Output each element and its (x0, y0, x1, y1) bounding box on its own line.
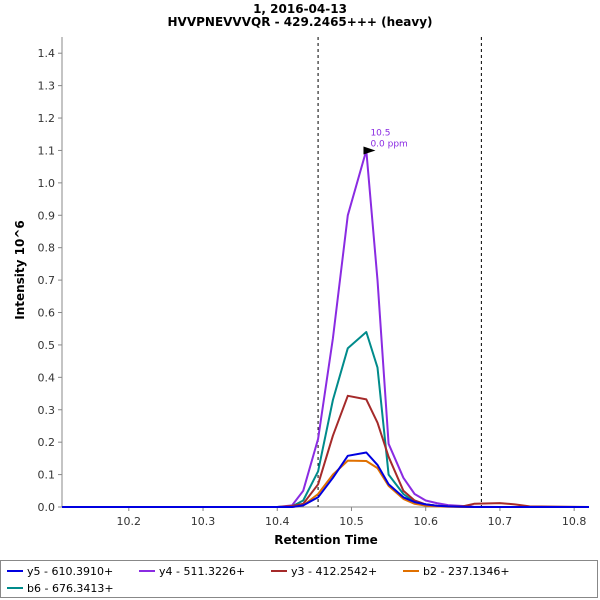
y-tick-label: 0.6 (38, 307, 56, 320)
integration-boundaries (317, 37, 482, 507)
y-axis: 0.0 0.1 0.2 0.3 0.4 0.5 0.6 0.7 0.8 0.9 1.0 1.1 1.2 1… (38, 47, 62, 514)
y-tick-label: 0.2 (38, 436, 56, 449)
y-tick-label: 1.3 (38, 80, 56, 93)
y-tick-label: 0.1 (38, 469, 56, 482)
legend-item: b2 - 237.1346+ (403, 564, 510, 578)
series-lines (62, 149, 590, 508)
plot-background (62, 37, 589, 507)
y-tick-label: 0.7 (38, 274, 56, 287)
chromatogram-chart: 1, 2016-04-13 HVVPNEVVVQR - 429.2465+++ … (13, 2, 590, 547)
y-tick-label: 1.0 (38, 177, 56, 190)
legend-label: b6 - 676.3413+ (27, 581, 114, 595)
legend-label: y3 - 412.2542+ (291, 564, 378, 578)
annotation-ppm: 0.0 ppm (370, 139, 407, 149)
legend-label: b2 - 237.1346+ (423, 564, 510, 578)
legend-swatch (403, 570, 419, 572)
y-tick-label: 1.1 (38, 144, 56, 157)
x-axis: 10.2 10.3 10.4 10.5 10.6 10.7 10.8 (117, 507, 587, 528)
legend-swatch (7, 587, 23, 589)
y-tick-label: 0.8 (38, 242, 56, 255)
series-line (62, 451, 589, 508)
chart-title: 1, 2016-04-13 (253, 2, 347, 16)
y-axis-label: Intensity 10^6 (13, 220, 27, 320)
y-tick-label: 0.0 (38, 501, 56, 514)
peak-annotation: 10.50.0 ppm (363, 128, 408, 155)
chart-subtitle: HVVPNEVVVQR - 429.2465+++ (heavy) (167, 15, 432, 29)
x-tick-label: 10.5 (339, 515, 364, 528)
y-tick-label: 0.4 (38, 371, 56, 384)
x-axis-label: Retention Time (274, 533, 378, 547)
peak-marker-icon (363, 146, 376, 155)
y-tick-label: 0.3 (38, 404, 56, 417)
y-tick-label: 1.2 (38, 112, 56, 125)
legend-swatch (139, 570, 155, 572)
legend-swatch (7, 570, 23, 572)
legend-label: y4 - 511.3226+ (159, 564, 246, 578)
plot-area (61, 37, 589, 508)
legend-item: y4 - 511.3226+ (139, 564, 245, 578)
legend: y5 - 610.3910+ y4 - 511.3226+ y3 - 412.254… (0, 560, 598, 598)
series-line (62, 394, 590, 508)
y-tick-label: 0.5 (38, 339, 56, 352)
x-tick-label: 10.3 (191, 515, 216, 528)
x-tick-label: 10.6 (413, 515, 438, 528)
annotation-rt: 10.5 (370, 128, 390, 138)
legend-item: b6 - 676.3413+ (7, 581, 114, 595)
y-tick-label: 1.4 (38, 47, 56, 60)
legend-label: y5 - 610.3910+ (27, 564, 114, 578)
legend-swatch (271, 570, 287, 572)
legend-item: y5 - 610.3910+ (7, 564, 113, 578)
x-tick-label: 10.2 (117, 515, 142, 528)
y-tick-label: 0.9 (38, 209, 56, 222)
x-tick-label: 10.8 (562, 515, 587, 528)
x-tick-label: 10.7 (488, 515, 513, 528)
x-tick-label: 10.4 (265, 515, 290, 528)
legend-item: y3 - 412.2542+ (271, 564, 377, 578)
